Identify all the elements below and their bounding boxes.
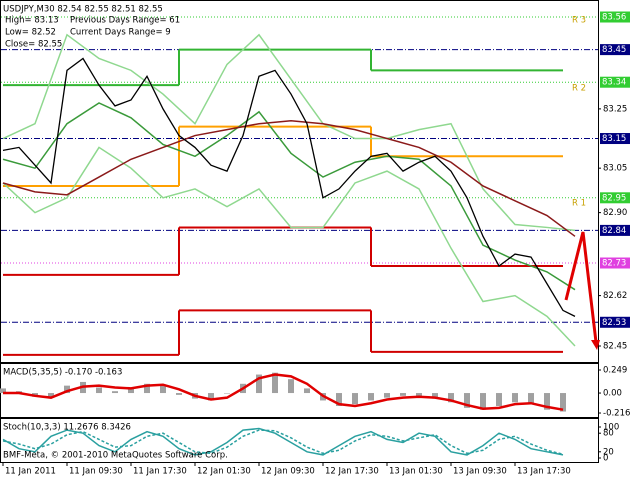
panel-title: MACD(5,35,5) -0.170 -0.163 [3,368,122,378]
level-label: 82.95 [602,193,626,203]
info-text: Close= 82.55 [5,40,62,50]
histogram-bar [160,385,166,394]
histogram-bar [144,383,150,394]
level-box [600,76,630,88]
level-box [600,192,630,204]
histogram-bar [0,388,6,394]
level-annotation: R 2 [572,84,586,94]
x-tick-label: 13 Jan 09:30 [453,467,507,477]
histogram-bar [464,393,470,408]
series-line [2,427,564,456]
histogram-bar [496,393,502,406]
x-tick-label: 11 Jan 09:30 [69,467,123,477]
copyright-note: BMF-Meta, © 2001-2010 MetaQuotes Softwar… [3,451,228,461]
histogram-bar [288,379,294,394]
arrow-head [591,340,600,350]
level-annotation: R 3 [572,16,586,26]
level-box [600,257,630,269]
histogram-bar [544,393,550,410]
x-tick-label: 12 Jan 01:30 [197,467,251,477]
panel-title: Stoch(10,3,3) 11.2676 8.3426 [3,423,131,433]
histogram-bar [528,393,534,405]
info-text: High= 83.13 [5,16,59,26]
histogram-bar [272,372,278,394]
x-tick-label: 12 Jan 17:30 [325,467,379,477]
level-box [600,11,630,23]
plot-area: 83.25 83.05 82.90 82.62 82.45 83.56 83.45 83.34… [0,5,630,477]
x-tick-label: 13 Jan 01:30 [389,467,443,477]
y-tick-label: 83.05 [603,164,627,174]
histogram-bar [416,393,422,397]
x-tick-label: 13 Jan 17:30 [517,467,571,477]
y-tick-label: 100 [603,422,619,432]
y-tick-label: 82.45 [603,341,627,351]
series-line [2,33,576,232]
level-annotation: R 1 [572,199,586,209]
histogram-bar [336,393,342,406]
histogram-bar [48,393,54,398]
histogram-bar [64,385,70,394]
histogram-bar [384,393,390,398]
x-tick-label: 11 Jan 2011 [5,467,56,477]
histogram-bar [256,374,262,394]
level-label: 83.15 [602,134,626,144]
histogram-bar [368,393,374,401]
info-text: Current Days Range= 9 [70,28,171,38]
main-panel-frame [0,0,599,363]
histogram-bar [96,387,102,394]
series-line [2,429,564,456]
level-label: 83.56 [602,13,626,23]
level-box [600,316,630,328]
level-label: 82.73 [602,259,626,269]
series-line [2,119,576,237]
level-label: 83.45 [602,45,626,55]
series-line [2,146,576,347]
series-line [2,102,576,291]
histogram-bar [304,388,310,394]
histogram-bar [512,393,518,403]
series-line [2,57,576,317]
level-label: 82.53 [602,318,626,328]
x-tick-label: 11 Jan 17:30 [133,467,187,477]
level-box [600,224,630,236]
x-tick-label: 12 Jan 09:30 [261,467,315,477]
y-tick-label: 82.90 [603,208,627,218]
level-label: 82.84 [602,226,626,236]
y-tick-label: 0.249 [603,366,627,376]
level-box [600,133,630,145]
y-tick-label: 0.00 [603,389,622,399]
y-tick-label: 0 [603,454,608,464]
y-tick-label: 83.25 [603,104,627,114]
y-tick-label: 20 [603,447,614,457]
y-tick-label: 80 [603,429,614,439]
series-line [3,373,564,411]
histogram-bar [480,393,486,410]
histogram-bar [448,393,454,403]
histogram-bar [112,391,118,394]
histogram-bar [224,393,230,394]
histogram-bar [432,393,438,399]
y-tick-label: 82.62 [603,291,627,301]
level-box [600,44,630,56]
histogram-bar [352,393,358,405]
panel-title: USDJPY,M30 82.54 82.55 82.51 82.55 [3,5,163,15]
histogram-bar [208,393,214,401]
forecast-arrow [564,231,598,343]
histogram-bar [560,393,566,412]
level-label: 83.34 [602,78,626,88]
histogram-bar [176,393,182,395]
info-text: Low= 82.52 [5,28,56,38]
info-text: Previous Days Range= 61 [70,16,180,26]
histogram-bar [400,393,406,396]
y-tick-label: -0.216 [603,409,630,419]
stoch-panel-frame [0,418,599,463]
histogram-bar [128,388,134,394]
